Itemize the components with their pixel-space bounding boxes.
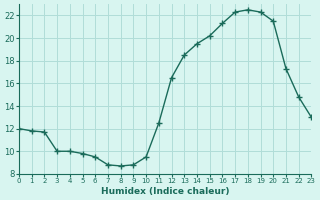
X-axis label: Humidex (Indice chaleur): Humidex (Indice chaleur) — [101, 187, 229, 196]
